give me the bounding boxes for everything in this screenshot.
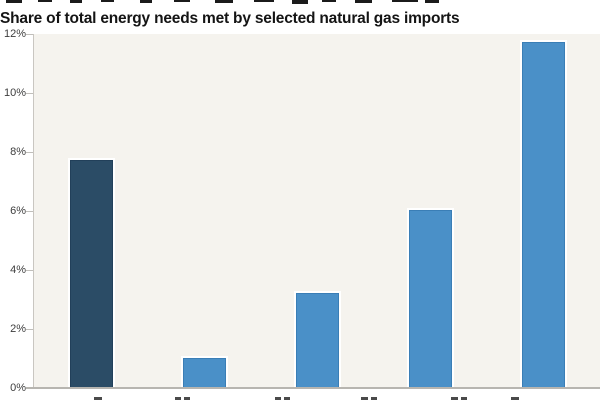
text-fragment <box>275 397 281 400</box>
text-fragment <box>392 0 418 2</box>
bar-fill <box>296 293 339 388</box>
y-tick-mark <box>26 152 33 153</box>
y-tick-mark <box>26 34 33 35</box>
x-axis-line <box>26 387 600 389</box>
text-fragment <box>6 0 22 3</box>
text-fragment <box>461 397 467 400</box>
chart-title: Share of total energy needs met by selec… <box>0 10 460 27</box>
y-tick-label: 2% <box>10 323 26 335</box>
text-fragment <box>355 0 372 3</box>
bar <box>294 291 341 388</box>
text-fragment <box>175 397 181 400</box>
bar <box>68 158 115 388</box>
bar <box>407 208 454 388</box>
y-tick-label: 12% <box>3 28 26 40</box>
bar-fill <box>183 358 226 388</box>
y-tick-mark <box>26 93 33 94</box>
text-fragment <box>361 397 368 400</box>
text-fragment <box>184 397 190 400</box>
bar <box>520 40 567 388</box>
bar <box>181 356 228 388</box>
text-fragment <box>371 397 377 400</box>
text-fragment <box>215 0 233 3</box>
y-tick-label: 6% <box>10 205 26 217</box>
bar-fill <box>522 42 565 388</box>
text-fragment <box>38 0 52 2</box>
y-tick-mark <box>26 211 33 212</box>
y-tick-label: 10% <box>3 87 26 99</box>
text-fragment <box>284 397 290 400</box>
y-tick-label: 0% <box>10 382 26 394</box>
text-fragment <box>254 0 274 2</box>
text-fragment <box>451 397 458 400</box>
y-tick-label: 4% <box>10 264 26 276</box>
text-fragment <box>292 0 308 4</box>
bar-fill <box>409 210 452 388</box>
y-tick-mark <box>26 329 33 330</box>
text-fragment <box>174 0 190 2</box>
text-fragment <box>511 397 519 400</box>
text-fragment <box>70 0 82 3</box>
text-fragment <box>322 0 336 2</box>
text-fragment <box>140 0 152 3</box>
bar-fill-highlight <box>70 160 113 388</box>
y-axis-line <box>33 34 34 388</box>
text-fragment <box>94 397 102 400</box>
y-tick-label: 8% <box>10 146 26 158</box>
text-fragment <box>101 0 114 2</box>
text-fragment <box>425 0 439 3</box>
y-tick-mark <box>26 270 33 271</box>
